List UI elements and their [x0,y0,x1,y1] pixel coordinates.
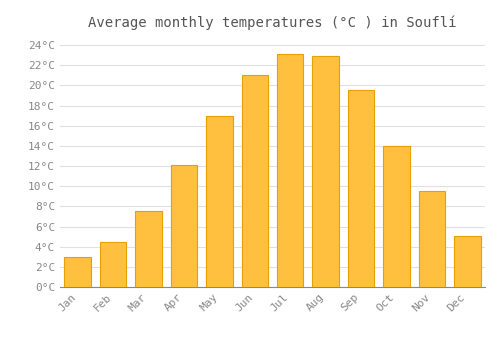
Bar [242,75,268,287]
Bar [383,146,409,287]
Bar [170,165,197,287]
Bar [348,90,374,287]
Bar [454,236,480,287]
Bar [206,116,233,287]
Bar [312,56,339,287]
Bar [100,241,126,287]
Bar [418,191,445,287]
Bar [136,211,162,287]
Title: Average monthly temperatures (°C ) in Souflí: Average monthly temperatures (°C ) in So… [88,15,457,30]
Bar [64,257,91,287]
Bar [277,54,303,287]
